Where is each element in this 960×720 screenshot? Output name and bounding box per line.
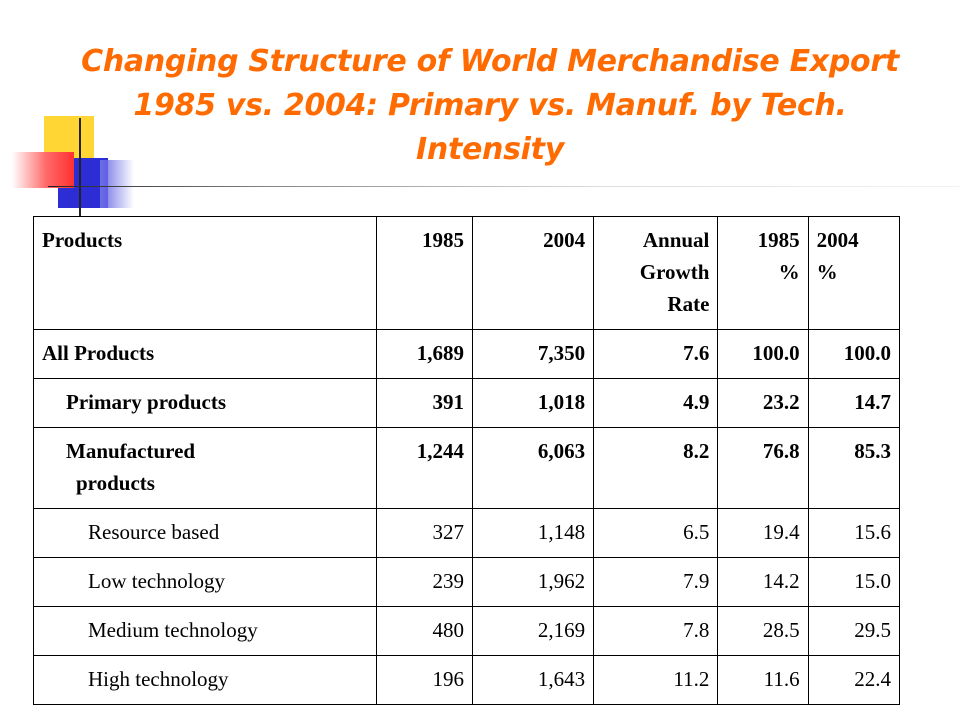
row-1985: 196 <box>376 655 474 705</box>
row-2004-pct: 100.0 <box>807 329 901 379</box>
row-1985-pct: 100.0 <box>717 329 809 379</box>
row-2004: 1,643 <box>472 655 595 705</box>
decor-red-square <box>12 152 74 188</box>
row-1985-pct: 28.5 <box>717 606 809 656</box>
row-1985: 391 <box>376 378 474 428</box>
row-2004-pct: 29.5 <box>807 606 901 656</box>
export-structure-table: Products 1985 2004 Annual Growth Rate 1985… <box>32 216 901 705</box>
row-1985-pct: 23.2 <box>717 378 809 428</box>
row-product: High technology <box>32 655 378 705</box>
header-growth-line1: Annual <box>642 228 710 252</box>
row-growth: 8.2 <box>593 427 719 509</box>
row-growth: 11.2 <box>593 655 719 705</box>
row-growth: 4.9 <box>593 378 719 428</box>
row-2004: 6,063 <box>472 427 595 509</box>
row-product: Primary products <box>32 378 378 428</box>
row-2004: 1,962 <box>472 557 595 607</box>
table-row: High technology 196 1,643 11.2 11.6 22.4 <box>32 655 901 705</box>
header-2004-pct-line2: % <box>816 260 838 284</box>
table-row: Medium technology 480 2,169 7.8 28.5 29.… <box>32 606 901 656</box>
header-row: Products 1985 2004 Annual Growth Rate 1985… <box>32 216 901 330</box>
row-1985-pct: 19.4 <box>717 508 809 558</box>
table-row: Resource based 327 1,148 6.5 19.4 15.6 <box>32 508 901 558</box>
table-row: Low technology 239 1,962 7.9 14.2 15.0 <box>32 557 901 607</box>
header-2004-pct: 2004% <box>807 216 901 330</box>
row-product-line2: products <box>76 471 155 495</box>
header-1985: 1985 <box>376 216 474 330</box>
header-growth-line2: Growth <box>639 260 710 284</box>
row-2004: 1,148 <box>472 508 595 558</box>
header-1985-pct-line1: 1985 <box>757 228 800 252</box>
slide-title: Changing Structure of World Merchandise … <box>81 44 899 167</box>
row-product: Manufactured products <box>32 427 378 509</box>
row-1985: 239 <box>376 557 474 607</box>
row-1985-pct: 76.8 <box>717 427 809 509</box>
decor-horizontal-line <box>48 186 960 187</box>
row-2004: 7,350 <box>472 329 595 379</box>
row-1985: 327 <box>376 508 474 558</box>
decor-blue-fade <box>100 160 134 208</box>
row-1985-pct: 11.6 <box>717 655 809 705</box>
row-growth: 7.8 <box>593 606 719 656</box>
table-row: Primary products 391 1,018 4.9 23.2 14.7 <box>32 378 901 428</box>
row-product: All Products <box>32 329 378 379</box>
row-2004-pct: 85.3 <box>807 427 901 509</box>
row-2004: 1,018 <box>472 378 595 428</box>
row-1985: 1,689 <box>376 329 474 379</box>
row-2004-pct: 15.6 <box>807 508 901 558</box>
header-2004-pct-line1: 2004 <box>816 228 859 252</box>
row-product: Medium technology <box>32 606 378 656</box>
row-product-line1: Manufactured <box>66 439 196 463</box>
row-1985: 480 <box>376 606 474 656</box>
row-growth: 6.5 <box>593 508 719 558</box>
row-product: Low technology <box>32 557 378 607</box>
row-growth: 7.9 <box>593 557 719 607</box>
header-1985-pct-line2: % <box>778 260 800 284</box>
header-growth-rate: Annual Growth Rate <box>593 216 719 330</box>
table-row: All Products 1,689 7,350 7.6 100.0 100.0 <box>32 329 901 379</box>
row-2004-pct: 15.0 <box>807 557 901 607</box>
table-row: Manufactured products 1,244 6,063 8.2 76.… <box>32 427 901 509</box>
row-1985-pct: 14.2 <box>717 557 809 607</box>
decor-vertical-line <box>79 118 81 216</box>
header-2004: 2004 <box>472 216 595 330</box>
header-growth-line3: Rate <box>667 292 710 316</box>
header-products: Products <box>32 216 378 330</box>
row-growth: 7.6 <box>593 329 719 379</box>
row-1985: 1,244 <box>376 427 474 509</box>
row-product: Resource based <box>32 508 378 558</box>
header-1985-pct: 1985% <box>717 216 809 330</box>
row-2004-pct: 14.7 <box>807 378 901 428</box>
row-2004: 2,169 <box>472 606 595 656</box>
row-2004-pct: 22.4 <box>807 655 901 705</box>
